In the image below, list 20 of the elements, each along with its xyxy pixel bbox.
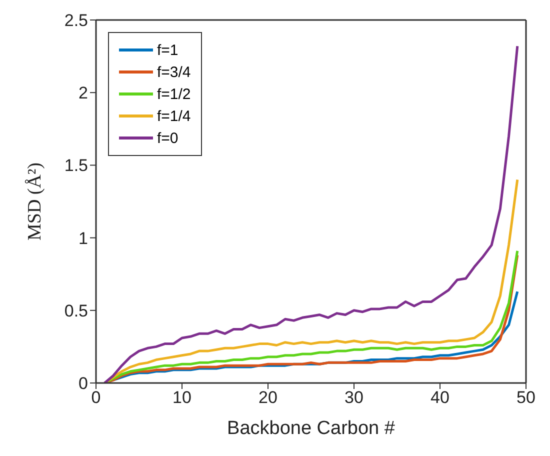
y-tick-label: 2.5 xyxy=(64,11,88,30)
y-tick-label: 2 xyxy=(78,84,88,103)
x-tick-label: 0 xyxy=(91,388,101,408)
legend-label: f=1 xyxy=(157,42,178,58)
legend-label: f=0 xyxy=(157,130,178,146)
legend-label: f=3/4 xyxy=(157,64,191,80)
legend-label: f=1/2 xyxy=(157,86,191,102)
x-tick-label: 50 xyxy=(516,388,536,408)
legend-label: f=1/4 xyxy=(157,108,191,124)
line-series xyxy=(103,44,519,383)
y-tick-label: 0.5 xyxy=(64,301,88,320)
x-tick-label: 40 xyxy=(430,388,450,408)
y-axis-title: MSD (Å²) xyxy=(24,162,46,241)
x-tick-label: 10 xyxy=(172,388,192,408)
x-tick-label: 30 xyxy=(344,388,364,408)
y-tick-label: 0 xyxy=(78,374,88,394)
x-tick-label: 20 xyxy=(258,388,278,408)
y-tick-label: 1.5 xyxy=(64,156,88,176)
y-tick-label: 1 xyxy=(78,228,88,248)
x-axis-title: Backbone Carbon # xyxy=(227,418,396,439)
